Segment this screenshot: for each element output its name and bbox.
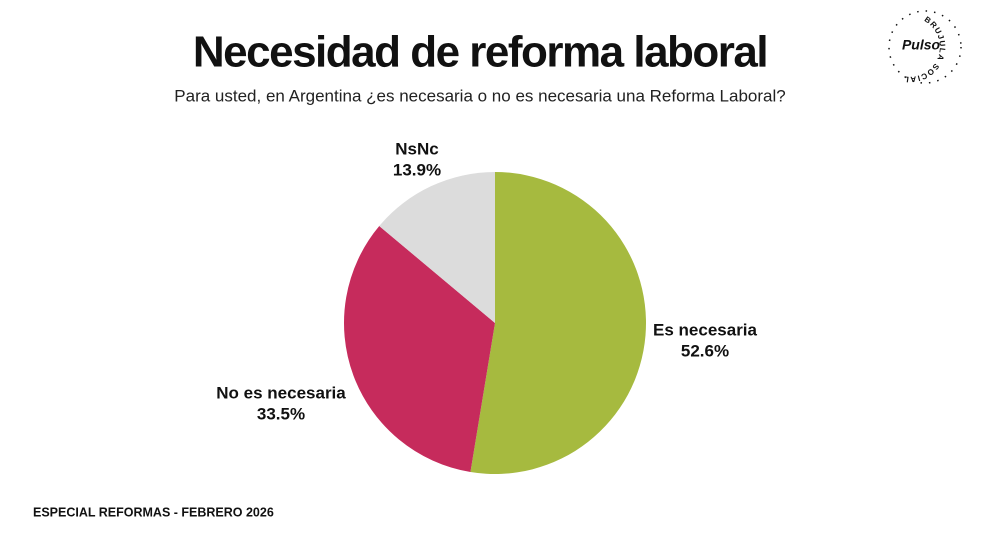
slice-value-label: 13.9% — [393, 160, 441, 179]
logo-brand: Pulso — [902, 37, 941, 53]
logo-ring — [888, 10, 962, 84]
slice-value-label: 33.5% — [257, 404, 305, 423]
logo: BRUJULA SOCIAL Pulso — [888, 10, 962, 84]
slice-category-label: Es necesaria — [653, 320, 758, 339]
slice-category-label: No es necesaria — [216, 383, 346, 402]
chart-title: Necesidad de reforma laboral — [193, 28, 767, 77]
pie-slice — [344, 226, 495, 472]
pie-slice — [379, 172, 495, 323]
slice-value-label: 52.6% — [681, 341, 729, 360]
pie-slice — [470, 172, 647, 475]
footer: ESPECIAL REFORMAS - FEBRERO 2026 — [33, 505, 274, 519]
slice-category-label: NsNc — [395, 139, 438, 158]
chart-subtitle: Para usted, en Argentina ¿es necesaria o… — [174, 86, 785, 105]
